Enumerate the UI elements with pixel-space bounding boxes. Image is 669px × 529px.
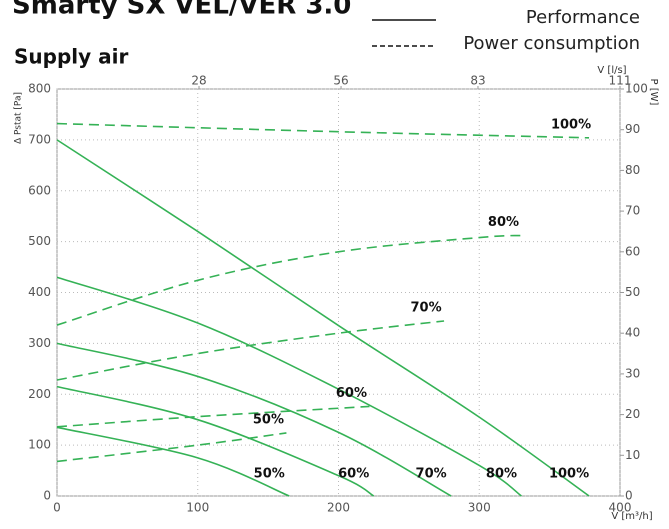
curve <box>56 122 590 139</box>
curve-label: 50% <box>253 412 284 427</box>
y-tick-label: 500 <box>28 234 51 248</box>
y-tick-label: 700 <box>28 132 51 146</box>
curve-label: 100% <box>549 467 589 482</box>
y-tick-label: 800 <box>28 82 51 96</box>
y-tick-label: 200 <box>28 387 51 401</box>
curve <box>56 385 375 497</box>
y2-tick-label: 30 <box>625 366 640 380</box>
curve <box>56 426 290 497</box>
y2-axis-label: P [W] <box>648 79 659 106</box>
x2-tick-label: 28 <box>191 74 206 88</box>
legend-label: Performance <box>526 7 640 28</box>
chart-subtitle: Supply air <box>14 45 128 69</box>
curve-label: 80% <box>486 467 517 482</box>
curve <box>56 342 452 497</box>
x-tick-label: 300 <box>468 501 491 515</box>
x-tick-label: 400 <box>609 501 632 515</box>
y2-tick-label: 10 <box>625 448 640 462</box>
curve <box>56 405 370 428</box>
y-tick-label: 100 <box>28 438 51 452</box>
y2-tick-label: 20 <box>625 407 640 421</box>
curve <box>56 432 287 463</box>
curve <box>56 234 522 326</box>
y-tick-label: 0 <box>43 489 51 503</box>
curve-label: 70% <box>416 467 447 482</box>
x-tick-label: 200 <box>327 501 350 515</box>
y2-tick-label: 90 <box>625 122 640 136</box>
plot-area <box>56 88 621 497</box>
y2-tick-label: 80 <box>625 163 640 177</box>
y2-tick-label: 0 <box>625 489 633 503</box>
curve <box>56 276 522 497</box>
y-tick-label: 600 <box>28 183 51 197</box>
x-tick-label: 100 <box>186 501 209 515</box>
y-tick-label: 300 <box>28 336 51 350</box>
x-axis-label: V [m³/h] <box>611 511 652 522</box>
y-tick-label: 400 <box>28 285 51 299</box>
x2-tick-label: 56 <box>333 74 348 88</box>
curve <box>56 320 445 381</box>
y2-tick-label: 70 <box>625 204 640 218</box>
curve-label: 50% <box>254 467 285 482</box>
x2-tick-label: 111 <box>609 74 632 88</box>
y2-tick-label: 60 <box>625 244 640 258</box>
curve-label: 100% <box>551 117 591 132</box>
chart-title: Smarty SX VEL/VER 3.0 <box>12 0 351 21</box>
y2-tick-label: 50 <box>625 285 640 299</box>
curve-label: 70% <box>411 300 442 315</box>
x2-axis-label: V [l/s] <box>597 65 626 76</box>
curve-label: 60% <box>338 467 369 482</box>
x-tick-label: 0 <box>53 501 61 515</box>
legend-label: Power consumption <box>463 33 640 54</box>
y2-tick-label: 40 <box>625 326 640 340</box>
x2-tick-label: 83 <box>470 74 485 88</box>
y-axis-label: Δ Pstat [Pa] <box>14 92 24 144</box>
curve-label: 60% <box>336 386 367 401</box>
curve-label: 80% <box>488 215 519 230</box>
curve <box>56 139 590 497</box>
y2-tick-label: 100 <box>625 82 648 96</box>
